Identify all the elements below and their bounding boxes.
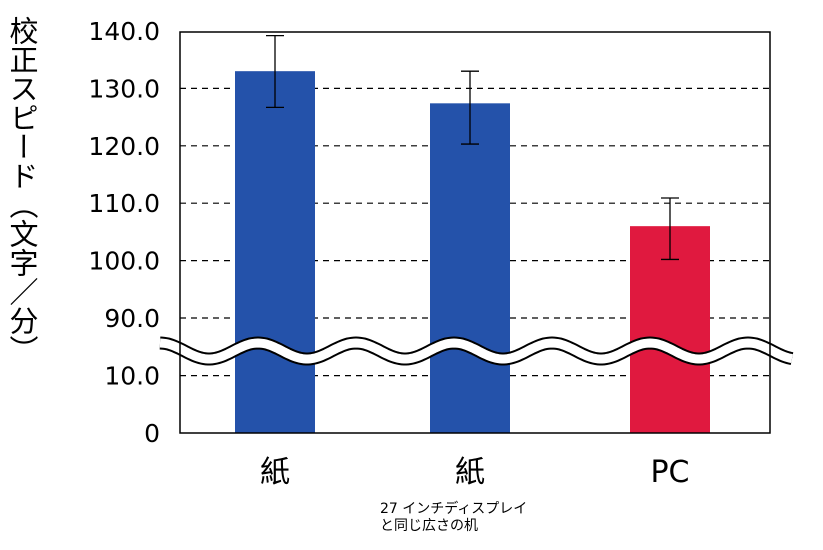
y-tick-label: 90.0 — [104, 304, 160, 333]
bar — [630, 226, 710, 433]
error-bar — [266, 34, 284, 108]
y-tick-label: 0 — [144, 419, 160, 448]
x-tick-label: 紙 — [455, 455, 485, 490]
y-tick-label: 120.0 — [88, 132, 160, 161]
y-axis-label: 校正スピード（文字／分） — [5, 16, 39, 364]
bar — [430, 103, 510, 433]
x-tick-sublabel: と同じ広さの机 — [380, 518, 478, 534]
axis-break — [159, 336, 794, 366]
y-tick-label: 110.0 — [88, 189, 160, 218]
y-tick-label: 10.0 — [104, 362, 160, 391]
plot-frame — [179, 31, 771, 434]
x-tick-sublabel: 27 インチディスプレイ — [380, 500, 527, 517]
x-tick-label: 紙 — [260, 455, 290, 490]
bar — [235, 71, 315, 434]
y-tick-label: 140.0 — [88, 17, 160, 46]
y-tick-label: 130.0 — [88, 74, 160, 103]
error-bar — [661, 197, 679, 261]
error-bar — [461, 70, 479, 145]
x-tick-label: PC — [650, 455, 689, 490]
y-tick-label: 100.0 — [88, 247, 160, 276]
